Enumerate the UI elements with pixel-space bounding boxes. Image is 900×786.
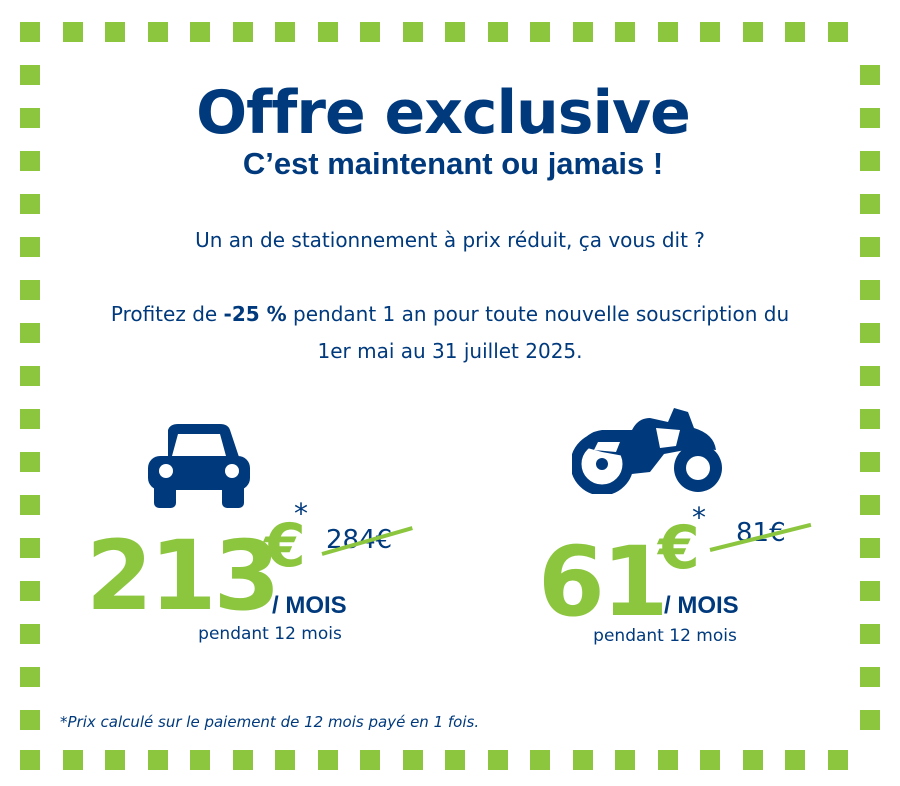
border-square	[860, 366, 880, 386]
border-square	[860, 108, 880, 128]
border-square	[20, 366, 40, 386]
border-square	[232, 22, 253, 42]
border-square	[445, 750, 465, 770]
border-square	[402, 22, 423, 42]
border-square	[20, 667, 40, 687]
border-square	[105, 22, 125, 42]
motorcycle-duration: pendant 12 mois	[593, 626, 737, 646]
motorcycle-price-unit: / MOIS	[664, 592, 739, 619]
car-price-unit: / MOIS	[272, 592, 347, 619]
motorcycle-icon	[572, 408, 722, 494]
page-subtitle: C’est maintenant ou jamais !	[242, 146, 664, 181]
border-square	[20, 151, 40, 171]
border-square	[190, 750, 210, 770]
border-square	[275, 750, 295, 770]
border-square	[860, 323, 880, 343]
border-square	[275, 22, 295, 42]
border-square	[860, 667, 880, 687]
border-square	[860, 581, 880, 601]
border-square	[62, 22, 83, 42]
border-square	[827, 750, 848, 770]
border-square	[62, 750, 83, 770]
border-square	[232, 750, 253, 770]
motorcycle-price-asterisk: *	[692, 501, 706, 534]
border-square	[20, 22, 40, 42]
border-square	[487, 22, 508, 42]
footnote: *Prix calculé sur le paiement de 12 mois…	[60, 713, 480, 731]
border-square	[860, 452, 880, 472]
border-square	[615, 22, 635, 42]
border-square	[827, 22, 848, 42]
border-square	[615, 750, 635, 770]
car-price: 213	[86, 520, 280, 632]
border-square	[572, 750, 593, 770]
border-square	[20, 65, 40, 85]
border-square	[860, 65, 880, 85]
border-square	[20, 280, 40, 300]
border-square	[700, 22, 720, 42]
car-price-asterisk: *	[294, 497, 308, 530]
border-square	[20, 710, 40, 730]
border-square	[20, 452, 40, 472]
border-square	[657, 22, 678, 42]
border-square	[530, 750, 550, 770]
border-square	[20, 409, 40, 429]
border-square	[20, 495, 40, 515]
border-square	[317, 22, 338, 42]
border-square	[190, 22, 210, 42]
car-price-currency: €	[264, 511, 306, 581]
border-square	[20, 538, 40, 558]
border-square	[860, 710, 880, 730]
border-square	[785, 22, 805, 42]
border-square	[860, 237, 880, 257]
border-square	[860, 194, 880, 214]
border-square	[860, 495, 880, 515]
offer-discount: -25 %	[223, 302, 287, 326]
border-square	[530, 22, 550, 42]
offer-text-before: Profitez de	[110, 302, 224, 326]
border-square	[147, 750, 168, 770]
page-title: Offre exclusive	[196, 78, 691, 148]
border-square	[657, 750, 678, 770]
border-square	[487, 750, 508, 770]
border-square	[20, 323, 40, 343]
border-square	[742, 22, 763, 42]
border-square	[20, 624, 40, 644]
border-square	[317, 750, 338, 770]
border-square	[860, 538, 880, 558]
offer-text-after: pendant 1 an pour toute nouvelle souscri…	[286, 302, 790, 363]
border-square	[860, 151, 880, 171]
offer-description: Profitez de -25 % pendant 1 an pour tout…	[100, 296, 800, 370]
border-square	[860, 409, 880, 429]
border-square	[700, 750, 720, 770]
car-duration: pendant 12 mois	[198, 624, 342, 644]
border-square	[147, 22, 168, 42]
border-square	[572, 22, 593, 42]
motorcycle-price: 61	[538, 526, 669, 638]
border-square	[20, 194, 40, 214]
border-square	[860, 280, 880, 300]
border-square	[785, 750, 805, 770]
border-square	[360, 22, 380, 42]
border-square	[20, 108, 40, 128]
border-square	[20, 750, 40, 770]
border-square	[742, 750, 763, 770]
car-icon	[148, 424, 250, 508]
border-square	[360, 750, 380, 770]
motorcycle-price-currency: €	[658, 513, 700, 583]
intro-question: Un an de stationnement à prix réduit, ça…	[195, 228, 705, 252]
border-square	[105, 750, 125, 770]
border-square	[20, 237, 40, 257]
border-square	[20, 581, 40, 601]
border-square	[402, 750, 423, 770]
border-square	[860, 624, 880, 644]
border-square	[445, 22, 465, 42]
